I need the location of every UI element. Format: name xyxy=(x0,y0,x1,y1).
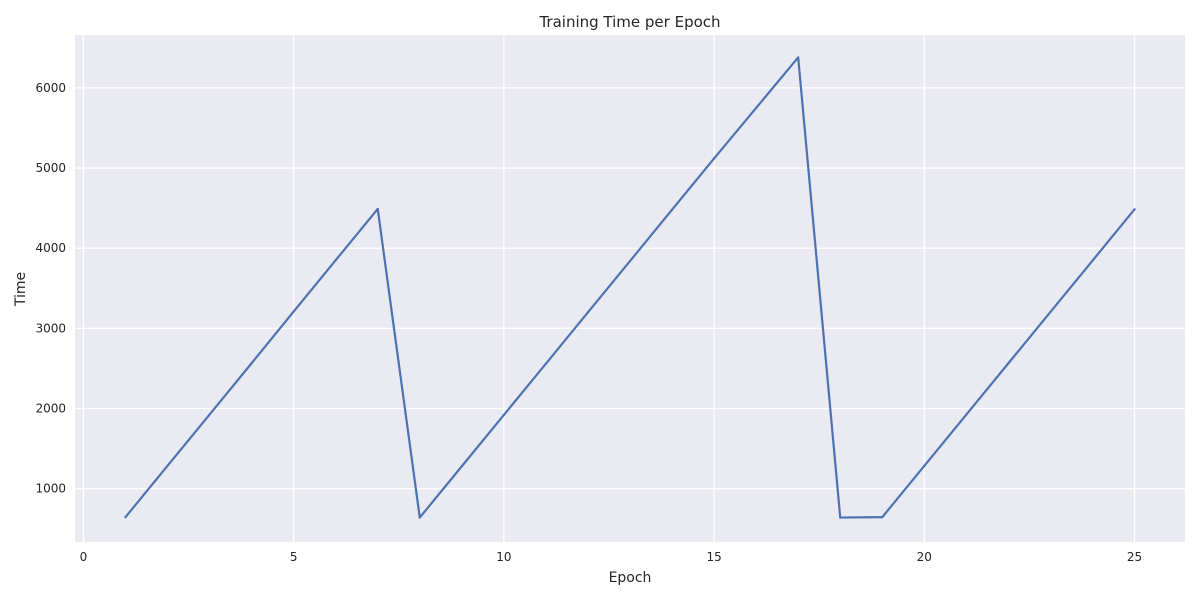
data-point xyxy=(586,311,590,314)
data-point xyxy=(292,310,295,313)
data-point xyxy=(1133,208,1136,211)
plot-area xyxy=(75,35,1185,542)
y-gridlines xyxy=(75,87,1185,490)
data-point xyxy=(755,106,758,110)
x-axis-label: Epoch xyxy=(609,570,652,586)
x-tick-label: 10 xyxy=(496,550,511,564)
x-tick-label: 25 xyxy=(1127,550,1142,564)
y-tick-label: 4000 xyxy=(35,241,66,255)
data-point xyxy=(502,413,505,417)
x-tick-label: 15 xyxy=(706,550,721,564)
x-tick-labels: 0 5 10 15 20 25 xyxy=(80,550,1143,564)
data-point xyxy=(965,413,968,416)
data-point xyxy=(250,362,253,365)
data-point xyxy=(334,259,337,262)
data-point xyxy=(881,516,884,519)
y-tick-labels: 1000 2000 3000 4000 5000 6000 xyxy=(35,81,66,496)
data-point xyxy=(1049,310,1052,314)
y-tick-label: 1000 xyxy=(35,482,66,496)
x-gridlines xyxy=(82,35,1136,542)
data-point xyxy=(839,516,842,519)
data-point xyxy=(797,56,800,59)
data-point xyxy=(208,413,211,416)
y-tick-label: 3000 xyxy=(35,321,66,335)
y-tick-label: 2000 xyxy=(35,402,66,416)
data-point xyxy=(923,464,926,467)
y-axis-label: Time xyxy=(13,272,29,307)
x-tick-label: 5 xyxy=(290,550,298,564)
data-point xyxy=(712,157,716,160)
data-point xyxy=(544,362,548,365)
data-point xyxy=(418,516,421,519)
data-point xyxy=(1007,362,1010,365)
y-tick-label: 6000 xyxy=(35,81,66,95)
data-point xyxy=(124,516,127,519)
data-point xyxy=(376,207,379,211)
series-layer xyxy=(124,56,1136,519)
x-tick-label: 20 xyxy=(917,550,932,564)
y-tick-label: 5000 xyxy=(35,161,66,175)
data-point xyxy=(670,208,674,211)
chart-title: Training Time per Epoch xyxy=(538,13,720,31)
data-point xyxy=(628,259,632,263)
data-point xyxy=(166,464,169,467)
data-point xyxy=(1091,259,1094,262)
data-point xyxy=(460,465,463,468)
x-tick-label: 0 xyxy=(80,550,88,564)
